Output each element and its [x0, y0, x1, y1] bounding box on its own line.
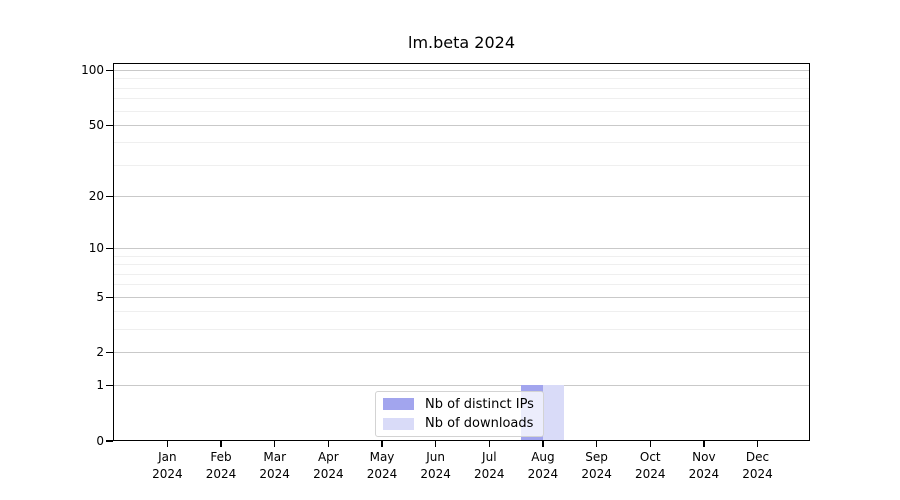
x-axis-tick [381, 441, 383, 447]
gridline-minor [113, 311, 810, 313]
x-axis-tick [166, 441, 169, 447]
x-axis-tick-label: Aug 2024 [511, 449, 575, 483]
x-axis-tick-label-line: 2024 [634, 467, 666, 481]
x-axis-tick-label-line: 2024 [313, 467, 344, 481]
x-axis-tick-label-line: Jun [426, 450, 446, 464]
y-axis-tick [106, 124, 113, 127]
y-axis-tick-label: 0 [96, 433, 104, 448]
y-axis-tick [106, 384, 113, 386]
x-axis-tick [649, 441, 651, 447]
x-axis-tick-label-line: 2024 [688, 467, 720, 481]
y-axis-tick-label: 1 [96, 377, 104, 392]
x-axis-tick [435, 441, 437, 447]
x-axis-tick-label-line: 2024 [205, 467, 237, 481]
gridline-minor [113, 110, 810, 112]
y-axis-tick [106, 296, 113, 298]
gridline-minor [113, 98, 810, 100]
y-axis-tick-label: 100 [81, 63, 104, 78]
gridline-minor [113, 264, 810, 266]
x-axis-tick-label-line: Jan [158, 450, 177, 464]
plot-area [113, 63, 810, 441]
y-axis-tick [106, 195, 113, 198]
gridline-minor [113, 142, 810, 144]
gridline-minor [113, 164, 810, 166]
x-axis-tick [274, 441, 276, 447]
x-axis-tick-label-line: 2024 [742, 467, 773, 481]
y-axis-tick-label: 2 [96, 345, 104, 360]
legend-swatch-downloads [383, 417, 414, 430]
x-axis-tick-label: Jun 2024 [404, 449, 468, 483]
x-axis-tick [220, 441, 222, 447]
y-axis-tick-label: 5 [96, 289, 104, 304]
x-axis-tick-label: Jul 2024 [457, 449, 521, 483]
gridline-major [113, 352, 810, 354]
gridline-major [113, 70, 810, 72]
bar-downloads [542, 385, 565, 441]
legend: Nb of distinct IPs Nb of downloads [375, 391, 544, 437]
y-axis-tick-label: 50 [88, 117, 104, 132]
x-axis-tick-label-line: 2024 [581, 467, 612, 481]
x-axis-tick-label: Apr 2024 [296, 449, 360, 483]
legend-label-distinct-ips: Nb of distinct IPs [425, 396, 534, 412]
legend-item-distinct-ips: Nb of distinct IPs [376, 397, 543, 412]
gridline-minor [113, 87, 810, 89]
gridline-minor [113, 255, 810, 257]
x-axis-tick-label-line: Feb [210, 450, 232, 464]
x-axis-tick-label-line: Aug [531, 450, 555, 464]
x-axis-tick [327, 441, 329, 447]
legend-item-downloads: Nb of downloads [376, 416, 543, 431]
gridline-major [113, 248, 810, 250]
y-axis-tick-label: 20 [88, 189, 104, 204]
x-axis-tick-label: Oct 2024 [618, 449, 682, 483]
x-axis-tick-label-line: 2024 [527, 467, 559, 481]
y-axis-tick [106, 352, 113, 354]
legend-label-downloads: Nb of downloads [425, 416, 534, 432]
gridline-minor [113, 273, 810, 275]
chart-title: lm.beta 2024 [408, 33, 515, 52]
x-axis-tick-label-line: 2024 [366, 467, 398, 481]
x-axis-tick-label-line: Oct [639, 450, 661, 464]
x-axis-tick [542, 441, 544, 447]
x-axis-tick-label-line: 2024 [474, 467, 505, 481]
x-axis-tick-label-line: Apr [317, 450, 339, 464]
x-axis-tick-label-line: Dec [745, 450, 770, 464]
x-axis-tick-label-line: May [369, 450, 395, 464]
gridline-major [113, 124, 810, 126]
y-axis-tick [106, 69, 113, 72]
x-axis-tick-label: Feb 2024 [189, 449, 253, 483]
gridline-minor [113, 284, 810, 286]
y-axis-tick [106, 440, 113, 442]
x-axis-tick [703, 441, 705, 447]
gridline-major [113, 384, 810, 386]
x-axis-tick-label: Sep 2024 [565, 449, 629, 483]
gridline-minor [113, 78, 810, 80]
x-axis-tick-label-line: Mar [263, 450, 286, 464]
x-axis-tick-label-line: Sep [585, 450, 608, 464]
x-axis-tick-label-line: 2024 [420, 467, 451, 481]
x-axis-tick [488, 441, 490, 447]
x-axis-tick-label: Mar 2024 [243, 449, 307, 483]
x-axis-tick-label-line: 2024 [259, 467, 290, 481]
x-axis-tick [756, 441, 759, 447]
x-axis-tick-label: Jan 2024 [135, 449, 199, 483]
gridline-minor [113, 329, 810, 331]
x-axis-tick-label: May 2024 [350, 449, 414, 483]
gridline-major [113, 196, 810, 198]
x-axis-tick-label-line: 2024 [152, 467, 183, 481]
x-axis-tick [595, 441, 598, 447]
x-axis-tick-label-line: Nov [692, 450, 716, 464]
x-axis-tick-label: Dec 2024 [726, 449, 790, 483]
y-axis-tick-label: 10 [88, 241, 104, 256]
x-axis-tick-label-line: Jul [482, 450, 497, 464]
gridline-major [113, 296, 810, 298]
x-axis-tick-label: Nov 2024 [672, 449, 736, 483]
y-axis-tick [106, 247, 113, 250]
legend-swatch-distinct-ips [383, 398, 414, 411]
